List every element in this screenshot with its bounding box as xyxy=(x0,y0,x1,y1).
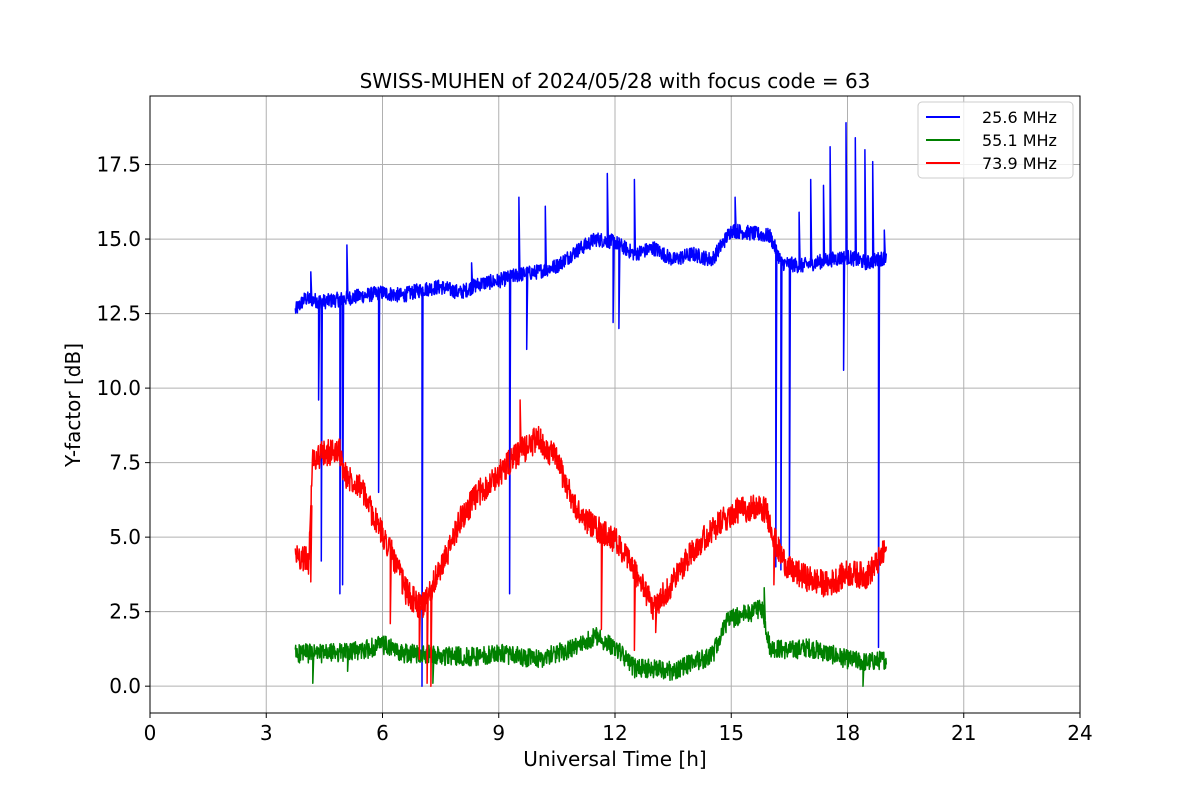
x-tick-label: 9 xyxy=(492,721,505,745)
y-tick-label: 5.0 xyxy=(109,525,141,549)
y-tick-label: 12.5 xyxy=(96,302,141,326)
legend-label-25-6: 25.6 MHz xyxy=(982,108,1057,127)
x-tick-label: 12 xyxy=(602,721,627,745)
plot-area xyxy=(149,95,1081,714)
y-tick-label: 10.0 xyxy=(96,376,141,400)
legend: 25.6 MHz 55.1 MHz 73.9 MHz xyxy=(917,101,1074,179)
x-tick-label: 15 xyxy=(719,721,744,745)
y-axis-label: Y-factor [dB] xyxy=(61,343,85,468)
chart-title: SWISS-MUHEN of 2024/05/28 with focus cod… xyxy=(360,69,871,93)
y-tick-label: 0.0 xyxy=(109,674,141,698)
y-tick-label: 7.5 xyxy=(109,451,141,475)
x-tick-label: 24 xyxy=(1067,721,1092,745)
y-axis-ticks: 0.0 2.5 5.0 7.5 10.0 12.5 15.0 17.5 xyxy=(96,153,150,698)
series-line-25-6-mhz xyxy=(294,122,888,687)
x-tick-label: 6 xyxy=(376,721,389,745)
x-tick-label: 3 xyxy=(260,721,273,745)
y-tick-label: 2.5 xyxy=(109,600,141,624)
legend-frame xyxy=(917,101,1074,179)
legend-label-55-1: 55.1 MHz xyxy=(982,131,1057,150)
series-line-55-1-mhz xyxy=(294,587,888,687)
x-tick-label: 0 xyxy=(144,721,157,745)
series-line-73-9-mhz xyxy=(294,399,888,687)
y-tick-label: 17.5 xyxy=(96,153,141,177)
x-tick-label: 18 xyxy=(835,721,860,745)
x-tick-label: 21 xyxy=(951,721,976,745)
series-layer xyxy=(294,122,888,687)
y-tick-label: 15.0 xyxy=(96,227,141,251)
legend-label-73-9: 73.9 MHz xyxy=(982,154,1057,173)
x-axis-ticks: 0 3 6 9 12 15 18 21 24 xyxy=(144,713,1093,745)
x-axis-label: Universal Time [h] xyxy=(523,747,706,771)
